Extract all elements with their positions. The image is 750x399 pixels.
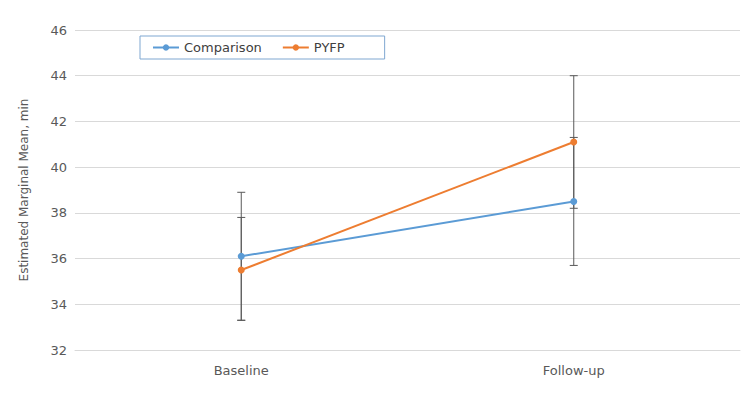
svg-text:Follow-up: Follow-up xyxy=(543,363,605,378)
svg-text:34: 34 xyxy=(50,297,67,312)
svg-text:PYFP: PYFP xyxy=(314,40,345,55)
svg-text:44: 44 xyxy=(50,68,67,83)
svg-text:46: 46 xyxy=(50,23,67,38)
svg-text:Baseline: Baseline xyxy=(214,363,269,378)
svg-text:42: 42 xyxy=(50,114,67,129)
svg-text:32: 32 xyxy=(50,343,67,358)
svg-text:40: 40 xyxy=(50,160,67,175)
svg-text:Comparison: Comparison xyxy=(184,40,262,55)
svg-text:36: 36 xyxy=(50,251,67,266)
svg-text:38: 38 xyxy=(50,205,67,220)
svg-text:Estimated Marginal Mean, min: Estimated Marginal Mean, min xyxy=(17,99,31,282)
